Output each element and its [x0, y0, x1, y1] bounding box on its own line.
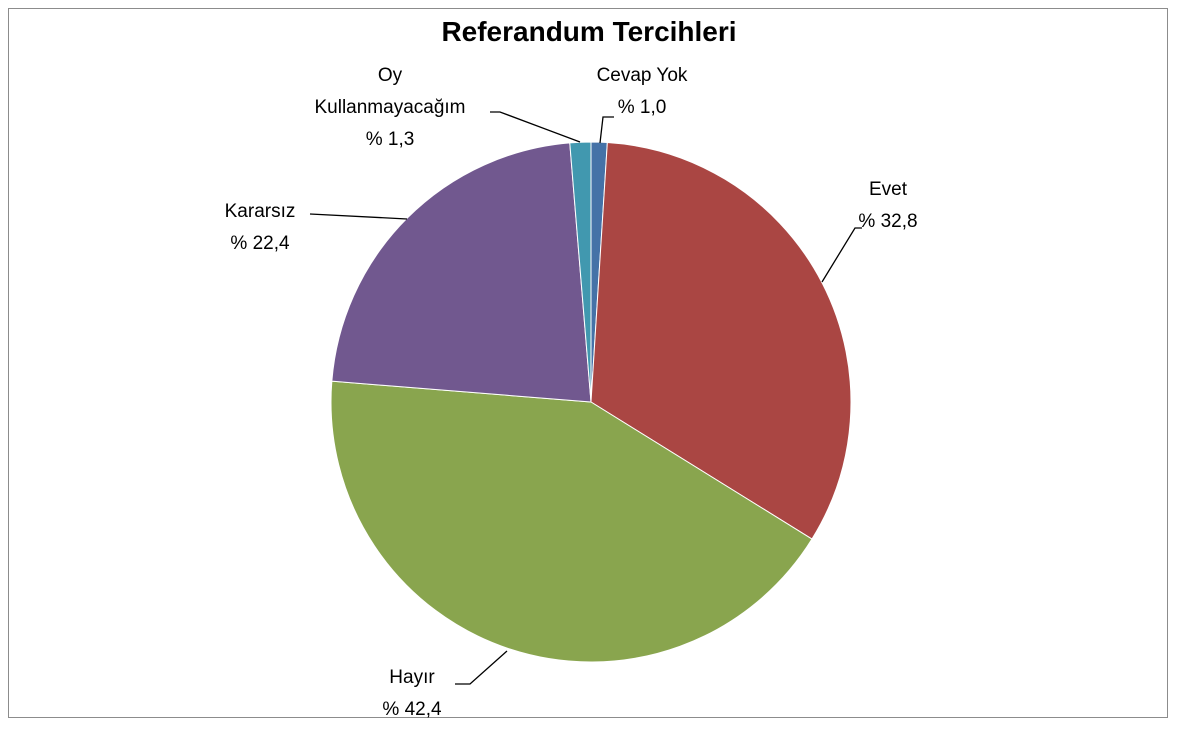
- pie-slice: [331, 142, 592, 403]
- leader-line: [490, 111, 581, 143]
- data-label: Kararsız % 22,4: [175, 196, 345, 260]
- value-label: % 1,3: [365, 129, 415, 150]
- leader-line: [599, 116, 614, 144]
- data-label: Oy Kullanmayacağım % 1,3: [305, 60, 475, 156]
- chart-frame: [8, 8, 1168, 718]
- pie-slice: [590, 141, 852, 540]
- value-label: % 22,4: [230, 233, 290, 254]
- pie-slice: [569, 141, 592, 403]
- chart-title: Referandum Tercihleri: [441, 16, 737, 47]
- category-label: Hayır: [389, 667, 435, 688]
- leader-line: [455, 650, 508, 685]
- leader-line: [309, 213, 408, 220]
- leader-line: [821, 227, 862, 283]
- category-label: Cevap Yok: [596, 65, 688, 86]
- category-label: Evet: [868, 179, 908, 200]
- category-label: Kararsız: [224, 201, 296, 222]
- value-label: % 1,0: [617, 97, 667, 118]
- data-label: Cevap Yok % 1,0: [557, 60, 727, 124]
- category-label: Oy Kullanmayacağım: [314, 65, 466, 118]
- pie-slice: [330, 380, 813, 663]
- data-label: Hayır % 42,4: [327, 662, 497, 726]
- value-label: % 42,4: [382, 699, 442, 720]
- data-label: Evet % 32,8: [803, 174, 973, 238]
- value-label: % 32,8: [858, 211, 918, 232]
